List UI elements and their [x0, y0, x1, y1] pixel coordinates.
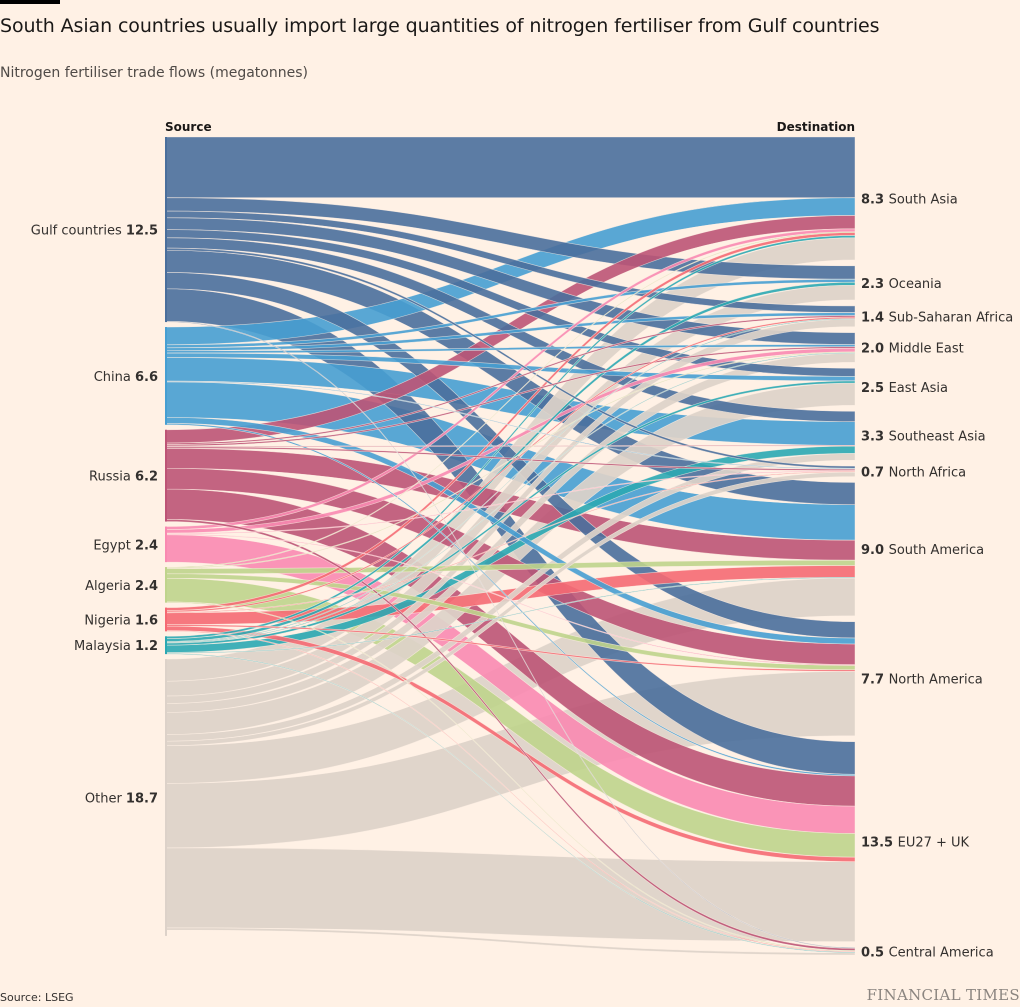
flow-link: [164, 471, 856, 614]
source-label: China 6.6: [94, 370, 158, 385]
source-name: China: [94, 370, 135, 385]
flow-link: [164, 321, 856, 949]
source-label: Egypt 2.4: [93, 538, 158, 553]
chart-title: South Asian countries usually import lar…: [0, 15, 880, 37]
destination-name: Oceania: [889, 277, 942, 292]
destination-value: 2.0: [861, 341, 889, 356]
source-value: 12.5: [126, 224, 158, 239]
destination-label: 0.5 Central America: [861, 945, 994, 960]
destination-name: EU27 + UK: [898, 836, 970, 851]
flow-link: [164, 624, 856, 672]
destination-label: 8.3 South Asia: [861, 192, 958, 207]
flow-link: [164, 136, 856, 198]
destination-value: 3.3: [861, 430, 889, 445]
destination-name: South America: [889, 543, 985, 558]
source-label: Malaysia 1.2: [74, 639, 158, 654]
source-name: Malaysia: [74, 639, 135, 654]
ft-logo: FINANCIAL TIMES: [866, 986, 1020, 1004]
destination-name: Southeast Asia: [889, 430, 986, 445]
destination-value: 9.0: [861, 543, 889, 558]
source-label: Russia 6.2: [89, 470, 158, 485]
node-labels: Gulf countries 12.5 China 6.6 Russia 6.2 Eg…: [31, 192, 1013, 960]
flow-link: [164, 471, 856, 746]
source-note: Source: LSEG: [0, 991, 74, 1004]
source-node: [165, 659, 167, 936]
flow-link: [164, 352, 856, 644]
source-value: 2.4: [135, 579, 158, 594]
destination-name: Middle East: [889, 341, 964, 356]
source-node: [165, 567, 167, 603]
source-column-header: Source: [165, 120, 212, 134]
source-node: [165, 137, 167, 323]
destination-label: 2.5 East Asia: [861, 381, 948, 396]
source-label: Gulf countries 12.5: [31, 224, 158, 239]
flow-link: [164, 231, 856, 569]
destination-name: Central America: [889, 945, 994, 960]
source-name: Algeria: [85, 579, 135, 594]
destination-label: 3.3 Southeast Asia: [861, 430, 986, 445]
source-value: 6.6: [135, 370, 158, 385]
destination-value: 2.5: [861, 381, 889, 396]
source-name: Gulf countries: [31, 224, 126, 239]
flow-link: [164, 417, 856, 645]
destination-label: 2.0 Middle East: [861, 341, 964, 356]
destination-name: North Africa: [889, 465, 967, 480]
destination-value: 1.4: [861, 310, 889, 325]
chart-subtitle: Nitrogen fertiliser trade flows (megaton…: [0, 65, 308, 81]
flow-link: [164, 346, 856, 447]
destination-value: 2.3: [861, 277, 889, 292]
destination-value: 8.3: [861, 192, 889, 207]
source-node: [165, 327, 167, 425]
destination-column-header: Destination: [777, 120, 855, 134]
flow-link: [164, 237, 856, 422]
flow-link: [164, 380, 856, 646]
flow-link: [164, 318, 856, 643]
destination-label: 2.3 Oceania: [861, 277, 942, 292]
source-nodes: [165, 137, 167, 936]
flow-links: [164, 136, 856, 956]
source-value: 18.7: [126, 791, 158, 806]
flow-link: [164, 927, 856, 956]
source-name: Nigeria: [84, 613, 135, 628]
flow-link: [164, 847, 856, 942]
source-label: Nigeria 1.6: [84, 613, 158, 628]
source-value: 6.2: [135, 470, 158, 485]
destination-name: South Asia: [889, 192, 958, 207]
source-value: 2.4: [135, 538, 158, 553]
destination-label: 9.0 South America: [861, 543, 984, 558]
destination-label: 1.4 Sub-Saharan Africa: [861, 310, 1013, 325]
source-name: Egypt: [93, 538, 135, 553]
flow-link: [164, 576, 856, 654]
destination-name: Sub-Saharan Africa: [889, 310, 1014, 325]
destination-name: East Asia: [889, 381, 948, 396]
destination-value: 13.5: [861, 836, 898, 851]
flow-link: [164, 380, 856, 470]
source-label: Other 18.7: [85, 791, 158, 806]
flow-link: [164, 625, 856, 862]
source-name: Russia: [89, 470, 135, 485]
source-label: Algeria 2.4: [85, 579, 158, 594]
source-value: 1.6: [135, 613, 158, 628]
source-node: [165, 526, 167, 563]
destination-value: 0.7: [861, 465, 889, 480]
flow-link: [164, 653, 856, 954]
source-node: [165, 607, 167, 632]
source-value: 1.2: [135, 639, 158, 654]
source-name: Other: [85, 791, 126, 806]
flow-link: [164, 445, 856, 448]
source-node: [165, 429, 167, 522]
flow-link: [164, 235, 856, 639]
destination-label: 13.5 EU27 + UK: [861, 836, 970, 851]
destination-value: 0.5: [861, 945, 889, 960]
ft-top-accent-bar: [0, 0, 60, 4]
destination-name: North America: [889, 673, 983, 688]
destination-value: 7.7: [861, 673, 889, 688]
source-node: [165, 636, 167, 655]
destination-label: 0.7 North Africa: [861, 465, 966, 480]
destination-label: 7.7 North America: [861, 673, 983, 688]
